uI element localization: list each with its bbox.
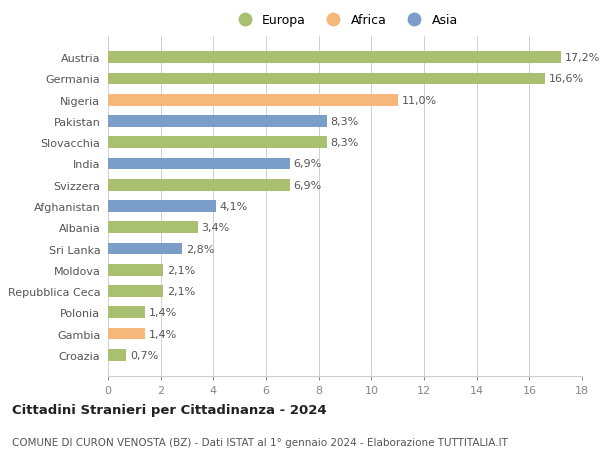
Bar: [108, 349, 127, 361]
Text: 2,1%: 2,1%: [167, 286, 196, 297]
Text: 6,9%: 6,9%: [293, 180, 322, 190]
Text: 0,7%: 0,7%: [130, 350, 158, 360]
Legend: Europa, Africa, Asia: Europa, Africa, Asia: [227, 9, 463, 32]
Text: COMUNE DI CURON VENOSTA (BZ) - Dati ISTAT al 1° gennaio 2024 - Elaborazione TUTT: COMUNE DI CURON VENOSTA (BZ) - Dati ISTA…: [12, 437, 508, 447]
Bar: [108, 243, 182, 255]
Text: 6,9%: 6,9%: [293, 159, 322, 169]
Text: 17,2%: 17,2%: [565, 53, 600, 63]
Text: 16,6%: 16,6%: [549, 74, 584, 84]
Bar: [108, 52, 561, 64]
Bar: [108, 73, 545, 85]
Text: Cittadini Stranieri per Cittadinanza - 2024: Cittadini Stranieri per Cittadinanza - 2…: [12, 403, 326, 416]
Text: 1,4%: 1,4%: [149, 329, 177, 339]
Bar: [108, 95, 398, 106]
Bar: [108, 264, 163, 276]
Bar: [108, 222, 197, 234]
Text: 2,1%: 2,1%: [167, 265, 196, 275]
Text: 8,3%: 8,3%: [331, 138, 359, 148]
Bar: [108, 285, 163, 297]
Bar: [108, 201, 216, 213]
Bar: [108, 116, 326, 128]
Text: 1,4%: 1,4%: [149, 308, 177, 318]
Text: 2,8%: 2,8%: [185, 244, 214, 254]
Bar: [108, 328, 145, 340]
Text: 3,4%: 3,4%: [202, 223, 230, 233]
Text: 8,3%: 8,3%: [331, 117, 359, 127]
Text: 11,0%: 11,0%: [401, 95, 437, 106]
Bar: [108, 179, 290, 191]
Bar: [108, 137, 326, 149]
Text: 4,1%: 4,1%: [220, 202, 248, 212]
Bar: [108, 158, 290, 170]
Bar: [108, 307, 145, 319]
